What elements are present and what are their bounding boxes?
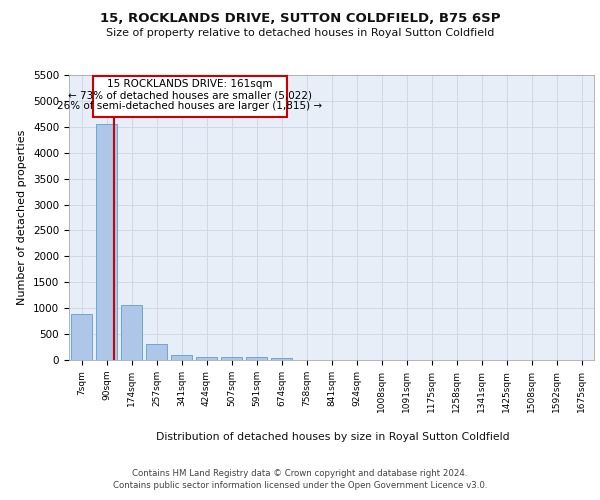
Bar bbox=[96, 124, 117, 360]
Y-axis label: Number of detached properties: Number of detached properties bbox=[17, 130, 28, 305]
Text: Size of property relative to detached houses in Royal Sutton Coldfield: Size of property relative to detached ho… bbox=[106, 28, 494, 38]
Text: ← 73% of detached houses are smaller (5,022): ← 73% of detached houses are smaller (5,… bbox=[68, 90, 311, 101]
Text: Contains HM Land Registry data © Crown copyright and database right 2024.: Contains HM Land Registry data © Crown c… bbox=[132, 469, 468, 478]
Text: 15 ROCKLANDS DRIVE: 161sqm: 15 ROCKLANDS DRIVE: 161sqm bbox=[107, 79, 272, 89]
Text: 15, ROCKLANDS DRIVE, SUTTON COLDFIELD, B75 6SP: 15, ROCKLANDS DRIVE, SUTTON COLDFIELD, B… bbox=[100, 12, 500, 26]
Text: Distribution of detached houses by size in Royal Sutton Coldfield: Distribution of detached houses by size … bbox=[156, 432, 510, 442]
Bar bbox=[121, 305, 142, 360]
FancyBboxPatch shape bbox=[93, 76, 287, 117]
Bar bbox=[171, 356, 192, 360]
Text: 26% of semi-detached houses are larger (1,815) →: 26% of semi-detached houses are larger (… bbox=[57, 102, 322, 112]
Bar bbox=[196, 356, 217, 360]
Text: Contains public sector information licensed under the Open Government Licence v3: Contains public sector information licen… bbox=[113, 481, 487, 490]
Bar bbox=[246, 357, 267, 360]
Bar bbox=[71, 314, 92, 360]
Bar bbox=[221, 357, 242, 360]
Bar bbox=[271, 358, 292, 360]
Bar bbox=[146, 344, 167, 360]
